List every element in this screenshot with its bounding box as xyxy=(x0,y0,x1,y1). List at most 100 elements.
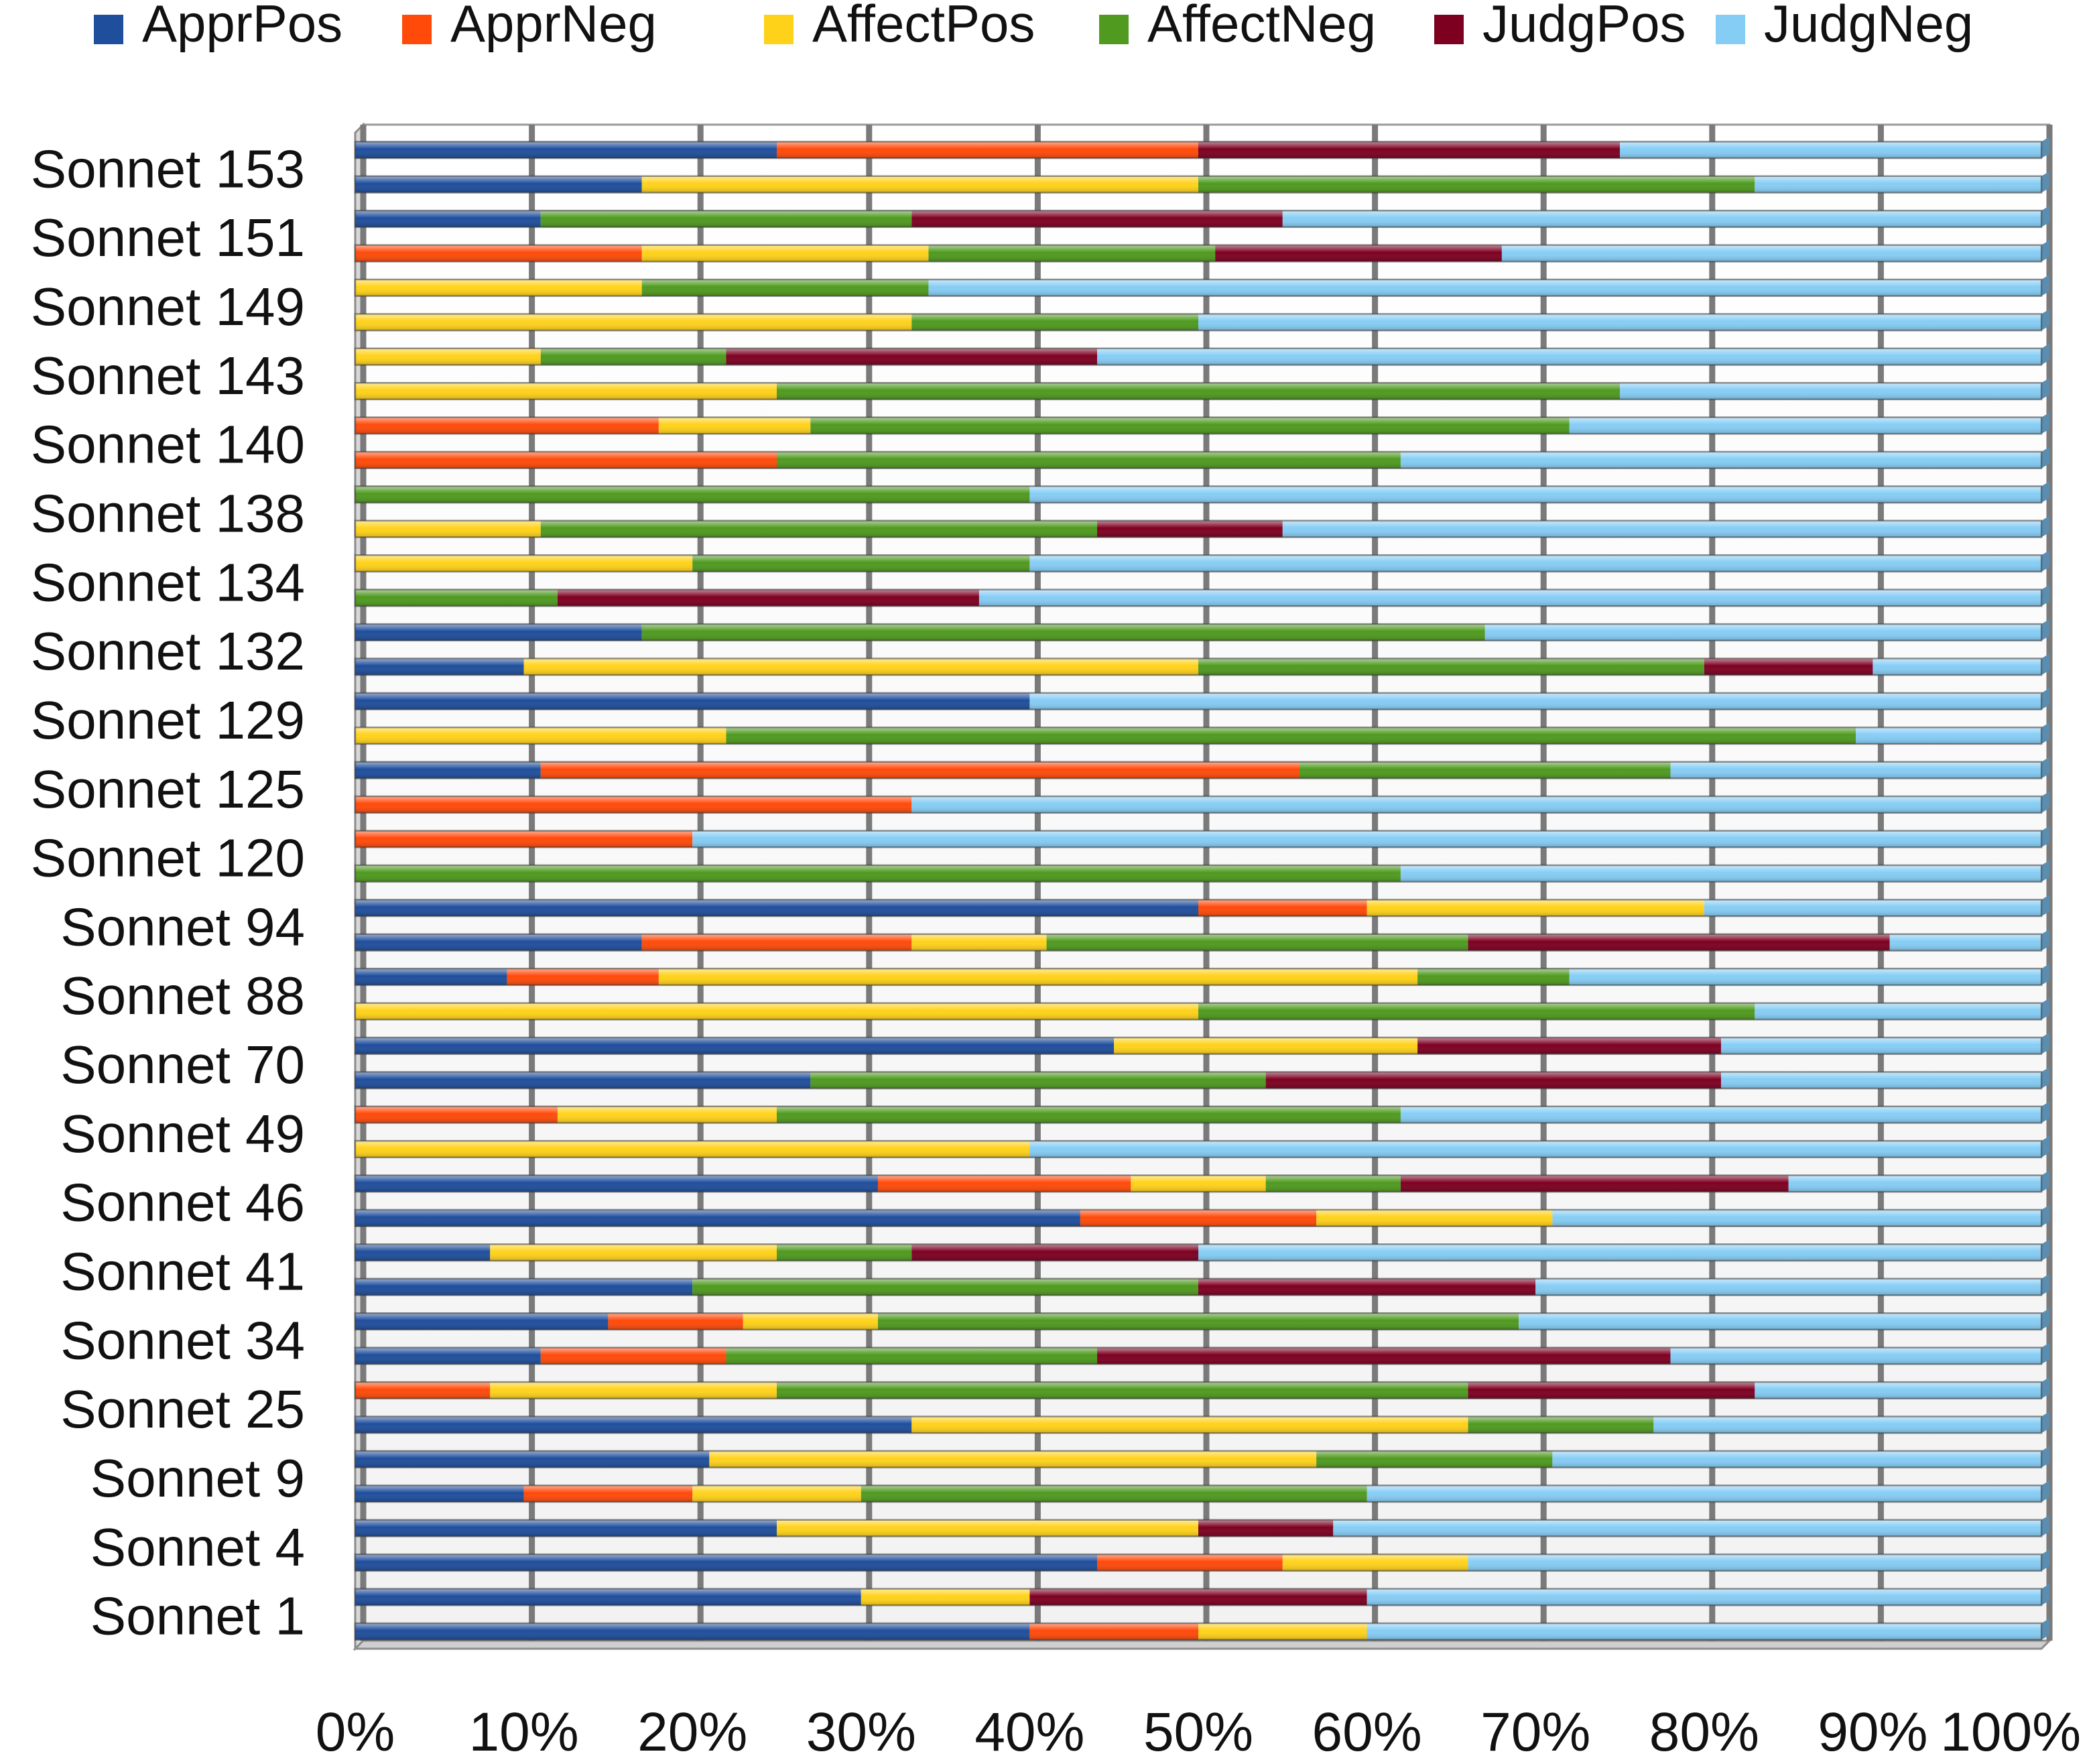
category-label-sonnet-149: Sonnet 149 xyxy=(31,277,305,336)
legend-label-affectpos: AffectPos xyxy=(812,0,1035,53)
bar-endcap-1 xyxy=(2041,137,2049,159)
bar-outline-24 xyxy=(354,933,2043,952)
bar-endcap-36 xyxy=(2041,1342,2049,1365)
legend-swatch-apprneg xyxy=(402,15,432,44)
bar-endcap-33 xyxy=(2041,1239,2049,1261)
category-label-sonnet-94: Sonnet 94 xyxy=(60,897,305,956)
bar-shine-3 xyxy=(355,210,2041,227)
bar-endcap-3 xyxy=(2041,205,2049,227)
legend-swatch-affectpos xyxy=(764,15,794,44)
legend: ApprPos ApprNeg AffectPos AffectNeg JudgPos J… xyxy=(94,0,1973,53)
bar-outline-25 xyxy=(354,967,2043,987)
bar-outline-26 xyxy=(354,1002,2043,1021)
bar-endcap-28 xyxy=(2041,1067,2049,1089)
bar-outline-15 xyxy=(354,623,2043,642)
bar-endcap-31 xyxy=(2041,1170,2049,1192)
bar-endcap-5 xyxy=(2041,274,2049,296)
bar-endcap-18 xyxy=(2041,722,2049,744)
bar-shine-43 xyxy=(355,1588,2041,1606)
legend-label-affectneg: AffectNeg xyxy=(1147,0,1376,53)
bar-shine-44 xyxy=(355,1623,2041,1640)
bar-shine-2 xyxy=(355,176,2041,193)
bar-shine-21 xyxy=(355,830,2041,848)
bar-endcap-30 xyxy=(2041,1136,2049,1157)
bar-shine-40 xyxy=(355,1485,2041,1502)
bar-shine-30 xyxy=(355,1141,2041,1157)
category-label-sonnet-151: Sonnet 151 xyxy=(31,208,305,267)
category-labels: Sonnet 153 Sonnet 151 Sonnet 149 Sonnet 143… xyxy=(31,139,305,1645)
bar-group-25 xyxy=(354,963,2049,987)
bar-shine-18 xyxy=(355,727,2041,744)
bar-group-3 xyxy=(354,205,2049,229)
bar-shine-42 xyxy=(355,1554,2041,1571)
bar-outline-44 xyxy=(354,1622,2043,1641)
bar-shine-27 xyxy=(355,1037,2041,1054)
bar-group-2 xyxy=(354,171,2049,194)
bar-endcap-34 xyxy=(2041,1273,2049,1296)
legend-label-apprpos: ApprPos xyxy=(142,0,342,53)
bar-shine-1 xyxy=(355,141,2041,159)
bar-group-27 xyxy=(354,1032,2049,1055)
x-tick-label-100: 100% xyxy=(1940,1702,2081,1761)
category-label-sonnet-49: Sonnet 49 xyxy=(60,1104,305,1163)
bar-shine-8 xyxy=(355,383,2041,399)
bar-outline-43 xyxy=(354,1588,2043,1606)
x-tick-label-40: 40% xyxy=(974,1702,1084,1761)
bar-group-40 xyxy=(354,1480,2049,1503)
bar-endcap-6 xyxy=(2041,309,2049,331)
plot-floor xyxy=(353,1639,2052,1650)
x-tick-label-90: 90% xyxy=(1818,1702,1927,1761)
bar-shine-34 xyxy=(355,1278,2041,1296)
category-label-sonnet-134: Sonnet 134 xyxy=(31,552,305,612)
bar-shine-35 xyxy=(355,1313,2041,1330)
bar-group-38 xyxy=(354,1411,2049,1434)
bar-group-7 xyxy=(354,343,2049,366)
bar-outline-13 xyxy=(354,554,2043,573)
bar-endcap-22 xyxy=(2041,860,2049,882)
bar-endcap-29 xyxy=(2041,1101,2049,1123)
bar-outline-3 xyxy=(354,209,2043,229)
bar-endcap-41 xyxy=(2041,1515,2049,1537)
bar-outline-9 xyxy=(354,416,2043,435)
bar-endcap-9 xyxy=(2041,412,2049,434)
bar-outline-12 xyxy=(354,519,2043,538)
bar-outline-35 xyxy=(354,1312,2043,1331)
bar-outline-2 xyxy=(354,175,2043,194)
bar-shine-7 xyxy=(355,348,2041,365)
bar-outline-41 xyxy=(354,1519,2043,1537)
bar-endcap-14 xyxy=(2041,584,2049,607)
category-label-sonnet-143: Sonnet 143 xyxy=(31,346,305,405)
bar-group-28 xyxy=(354,1067,2049,1090)
bar-group-39 xyxy=(354,1446,2049,1468)
bar-outline-40 xyxy=(354,1485,2043,1503)
category-label-sonnet-153: Sonnet 153 xyxy=(31,139,305,198)
bar-shine-23 xyxy=(355,899,2041,917)
bar-group-19 xyxy=(354,757,2049,779)
category-label-sonnet-125: Sonnet 125 xyxy=(31,759,305,819)
bar-outline-4 xyxy=(354,244,2043,263)
category-label-sonnet-1: Sonnet 1 xyxy=(90,1586,305,1646)
bar-outline-30 xyxy=(354,1139,2043,1159)
bar-shine-41 xyxy=(355,1519,2041,1537)
bar-outline-39 xyxy=(354,1450,2043,1468)
legend-label-judgpos: JudgPos xyxy=(1482,0,1686,53)
bar-group-41 xyxy=(354,1515,2049,1537)
x-tick-label-30: 30% xyxy=(806,1702,916,1761)
bar-group-43 xyxy=(354,1584,2049,1606)
bar-group-20 xyxy=(354,791,2049,814)
bar-endcap-40 xyxy=(2041,1480,2049,1502)
legend-swatch-affectneg xyxy=(1099,15,1129,44)
legend-swatch-judgpos xyxy=(1434,15,1464,44)
bar-shine-6 xyxy=(355,314,2041,331)
bar-shine-33 xyxy=(355,1244,2041,1261)
bar-shine-14 xyxy=(355,589,2041,607)
bar-group-16 xyxy=(354,653,2049,676)
bar-group-34 xyxy=(354,1273,2049,1296)
bar-shine-20 xyxy=(355,796,2041,813)
category-label-sonnet-41: Sonnet 41 xyxy=(60,1242,305,1302)
category-label-sonnet-88: Sonnet 88 xyxy=(60,966,305,1025)
bar-group-44 xyxy=(354,1618,2049,1641)
bar-endcap-15 xyxy=(2041,619,2049,641)
bar-shine-24 xyxy=(355,934,2041,951)
